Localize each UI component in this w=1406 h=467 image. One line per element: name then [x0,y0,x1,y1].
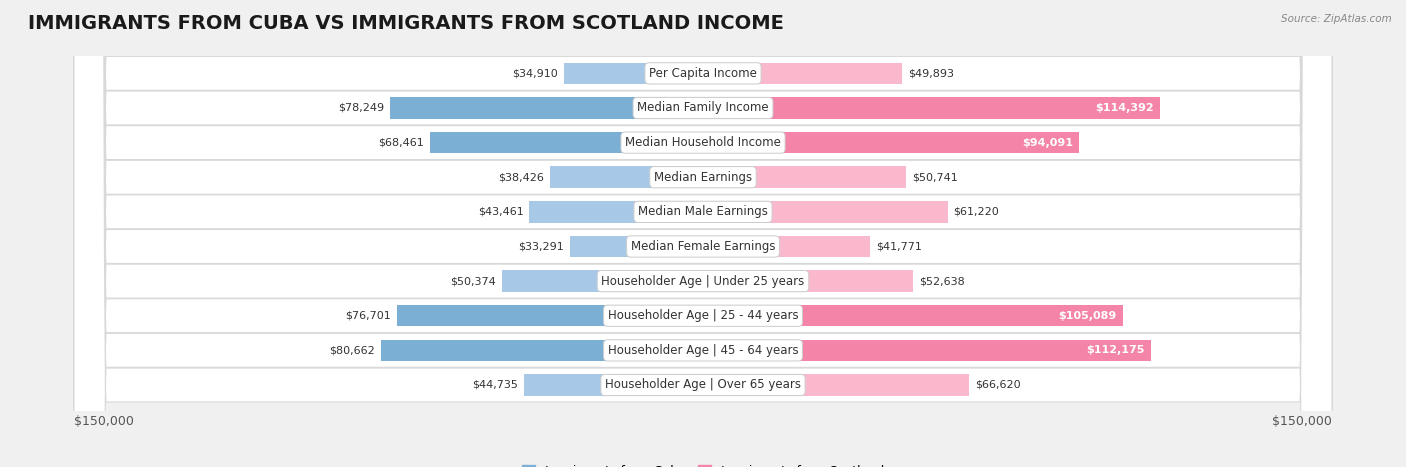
Text: Householder Age | Under 25 years: Householder Age | Under 25 years [602,275,804,288]
Text: Per Capita Income: Per Capita Income [650,67,756,80]
Bar [430,132,703,153]
Text: $34,910: $34,910 [512,68,558,78]
Text: $49,893: $49,893 [908,68,955,78]
Bar [396,305,703,326]
FancyBboxPatch shape [75,0,1331,467]
FancyBboxPatch shape [75,0,1331,467]
Text: $114,392: $114,392 [1095,103,1154,113]
Text: Householder Age | Over 65 years: Householder Age | Over 65 years [605,378,801,391]
Text: $66,620: $66,620 [976,380,1021,390]
Text: $33,291: $33,291 [519,241,564,252]
FancyBboxPatch shape [75,0,1331,467]
Bar [703,63,903,84]
Text: Median Household Income: Median Household Income [626,136,780,149]
FancyBboxPatch shape [75,0,1331,467]
Bar [703,270,914,292]
Bar [703,236,870,257]
Bar [550,167,703,188]
Text: $80,662: $80,662 [329,346,375,355]
Bar [703,374,969,396]
Text: Median Female Earnings: Median Female Earnings [631,240,775,253]
FancyBboxPatch shape [75,0,1331,467]
Bar [502,270,703,292]
Bar [703,167,905,188]
Text: Source: ZipAtlas.com: Source: ZipAtlas.com [1281,14,1392,24]
Bar [703,132,1078,153]
FancyBboxPatch shape [75,0,1331,467]
Bar [524,374,703,396]
Bar [564,63,703,84]
Text: Median Male Earnings: Median Male Earnings [638,205,768,219]
Text: $112,175: $112,175 [1087,346,1144,355]
Text: Householder Age | 25 - 44 years: Householder Age | 25 - 44 years [607,309,799,322]
Text: $61,220: $61,220 [953,207,1000,217]
Bar [703,340,1152,361]
Bar [703,97,1160,119]
Bar [381,340,703,361]
Text: $78,249: $78,249 [339,103,384,113]
Bar [391,97,703,119]
Text: $41,771: $41,771 [876,241,922,252]
Text: $38,426: $38,426 [498,172,544,182]
Text: $50,374: $50,374 [450,276,496,286]
Bar [703,201,948,223]
FancyBboxPatch shape [75,0,1331,467]
Text: $76,701: $76,701 [344,311,391,321]
Text: Median Family Income: Median Family Income [637,101,769,114]
Text: $43,461: $43,461 [478,207,523,217]
Bar [703,305,1123,326]
Text: $105,089: $105,089 [1059,311,1116,321]
Bar [569,236,703,257]
Text: Median Earnings: Median Earnings [654,171,752,184]
Legend: Immigrants from Cuba, Immigrants from Scotland: Immigrants from Cuba, Immigrants from Sc… [517,460,889,467]
Text: $94,091: $94,091 [1022,138,1073,148]
FancyBboxPatch shape [75,0,1331,467]
Text: $52,638: $52,638 [920,276,965,286]
FancyBboxPatch shape [75,0,1331,467]
Bar [530,201,703,223]
Text: Householder Age | 45 - 64 years: Householder Age | 45 - 64 years [607,344,799,357]
FancyBboxPatch shape [75,0,1331,467]
Text: IMMIGRANTS FROM CUBA VS IMMIGRANTS FROM SCOTLAND INCOME: IMMIGRANTS FROM CUBA VS IMMIGRANTS FROM … [28,14,785,33]
Text: $68,461: $68,461 [378,138,423,148]
Text: $44,735: $44,735 [472,380,519,390]
Text: $50,741: $50,741 [911,172,957,182]
